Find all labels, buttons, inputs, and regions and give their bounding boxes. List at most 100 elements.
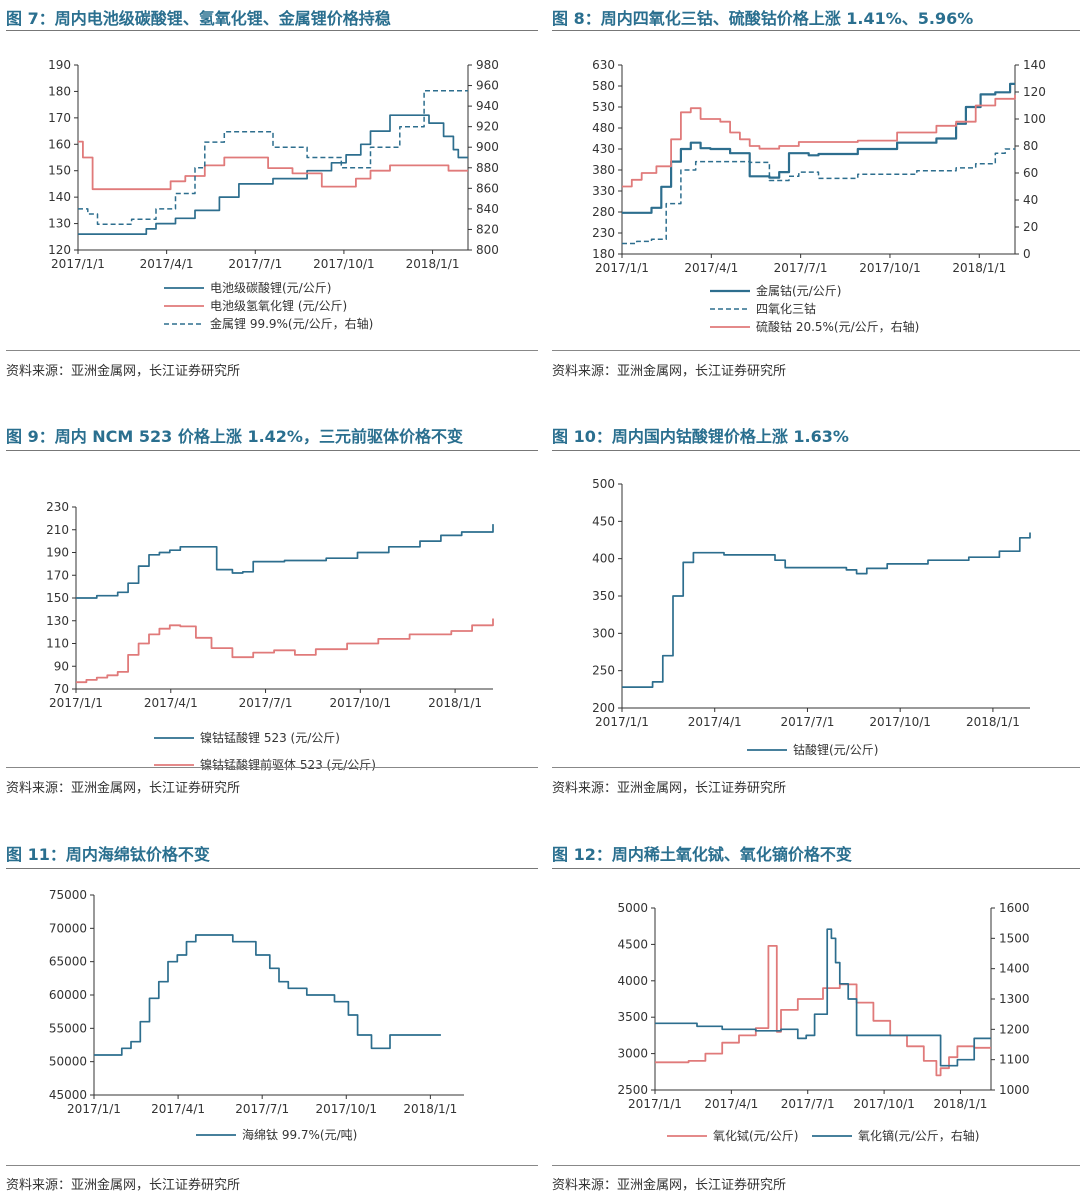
y-tick-label: 55000 [49,1021,87,1035]
x-tick-label: 2018/1/1 [428,696,482,710]
figure-11-panel: 图 11：周内海绵钛价格不变 75000 70000 65000 60000 55000… [6,838,538,1199]
legend-label: 氧化镝(元/公斤，右轴) [858,1128,979,1143]
y2-tick-label: 1400 [999,962,1030,976]
y-tick-label: 400 [592,552,615,566]
series-line-2 [655,928,991,1067]
y2-tick-label: 960 [476,79,499,93]
y-tick-label: 150 [48,164,71,178]
y-tick-label: 2500 [617,1083,648,1097]
y-tick-label: 480 [592,121,615,135]
y-tick-label: 140 [48,190,71,204]
x-tick-label: 2017/4/1 [140,257,194,271]
y2-tick-label: 940 [476,99,499,113]
figure-11-title: 图 11：周内海绵钛价格不变 [6,845,210,864]
figure-10-bottom-rule [552,767,1080,768]
y2-tick-label: 920 [476,120,499,134]
figure-12-bottom-rule [552,1165,1080,1166]
series-line-1 [94,934,441,1056]
y-tick-label: 4500 [617,937,648,951]
y-tick-label: 190 [48,58,71,72]
y-tick-label: 75000 [49,888,87,902]
figure-7-title: 图 7：周内电池级碳酸锂、氢氧化锂、金属锂价格持稳 [6,9,391,28]
y-tick-label: 190 [46,546,69,560]
y2-tick-label: 140 [1023,58,1046,72]
legend-label: 海绵钛 99.7%(元/吨) [242,1127,357,1142]
series-line-2 [78,140,468,191]
series-line-2 [622,148,1015,245]
series-line-1 [78,114,468,235]
x-tick-label: 2017/10/1 [313,257,375,271]
y-tick-label: 130 [46,614,69,628]
legend-label: 金属锂 99.9%(元/公斤，右轴) [210,316,373,331]
x-tick-label: 2018/1/1 [406,257,460,271]
figure-9-bottom-rule [6,767,538,768]
y-tick-label: 170 [46,568,69,582]
y-tick-label: 160 [48,137,71,151]
y-tick-label: 330 [592,184,615,198]
y-tick-label: 180 [48,84,71,98]
y-tick-label: 530 [592,100,615,114]
y-tick-label: 210 [46,523,69,537]
y2-tick-label: 1600 [999,901,1030,915]
y2-tick-label: 1100 [999,1053,1030,1067]
figure-8-source: 资料来源：亚洲金属网，长江证券研究所 [552,364,787,379]
x-tick-label: 2017/7/1 [781,715,835,729]
figure-9-title: 图 9：周内 NCM 523 价格上涨 1.42%，三元前驱体价格不变 [6,427,463,446]
y2-tick-label: 60 [1023,166,1038,180]
y-tick-label: 90 [54,659,69,673]
figure-8-chart: 630 580 530 480 430 380 330 280 230 180 140 120 100 8… [592,58,1046,334]
series-line-1 [76,524,494,599]
figure-12-panel: 图 12：周内稀土氧化铽、氧化镝价格不变 5000 4500 4000 3500 300… [552,838,1080,1199]
y2-tick-label: 820 [476,222,499,236]
y-tick-label: 300 [592,626,615,640]
x-tick-label: 2018/1/1 [966,715,1020,729]
figure-7-source: 资料来源：亚洲金属网，长江证券研究所 [6,364,241,379]
figure-8-top-rule [552,30,1080,31]
figure-7-panel: 图 7：周内电池级碳酸锂、氢氧化锂、金属锂价格持稳 190 180 170 160 15… [6,0,538,380]
x-tick-label: 2017/1/1 [595,261,649,275]
y-tick-label: 580 [592,79,615,93]
figure-9-top-rule [6,450,538,451]
y2-tick-label: 1300 [999,992,1030,1006]
x-tick-label: 2017/10/1 [330,696,392,710]
y-tick-label: 60000 [49,988,87,1002]
y-tick-label: 280 [592,205,615,219]
y-tick-label: 200 [592,701,615,715]
series-line-2 [76,618,494,684]
x-tick-label: 2017/4/1 [704,1097,758,1111]
y-tick-label: 50000 [49,1055,87,1069]
y2-tick-label: 980 [476,58,499,72]
figure-12-title: 图 12：周内稀土氧化铽、氧化镝价格不变 [552,845,852,864]
legend-label: 电池级碳酸锂(元/公斤) [210,280,331,295]
legend-label: 电池级氢氧化锂 (元/公斤) [210,298,347,313]
y2-tick-label: 800 [476,243,499,257]
x-tick-label: 2017/1/1 [67,1102,121,1116]
x-tick-label: 2017/10/1 [316,1102,378,1116]
y-tick-label: 65000 [49,955,87,969]
figure-12-source: 资料来源：亚洲金属网，长江证券研究所 [552,1178,787,1193]
y-tick-label: 4000 [617,974,648,988]
figure-8-bottom-rule [552,350,1080,351]
x-tick-label: 2017/4/1 [688,715,742,729]
y-tick-label: 180 [592,247,615,261]
figure-10-panel: 图 10：周内国内钴酸锂价格上涨 1.63% 500 450 400 350 300 25… [552,420,1080,800]
y2-tick-label: 120 [1023,85,1046,99]
x-tick-label: 2017/4/1 [151,1102,205,1116]
series-line-1 [655,945,991,1077]
y-tick-label: 170 [48,111,71,125]
y-tick-label: 3500 [617,1010,648,1024]
figure-8-title: 图 8：周内四氧化三钴、硫酸钴价格上涨 1.41%、5.96% [552,9,974,28]
x-tick-label: 2017/10/1 [853,1097,915,1111]
figure-9-panel: 图 9：周内 NCM 523 价格上涨 1.42%，三元前驱体价格不变 230 2… [6,420,538,800]
y-tick-label: 380 [592,163,615,177]
y2-tick-label: 1500 [999,931,1030,945]
x-tick-label: 2017/4/1 [684,261,738,275]
y-tick-label: 230 [46,500,69,514]
y-tick-label: 130 [48,217,71,231]
x-tick-label: 2017/1/1 [49,696,103,710]
series-line-3 [622,94,1016,188]
legend-label: 氧化铽(元/公斤) [713,1128,798,1143]
figure-8-panel: 图 8：周内四氧化三钴、硫酸钴价格上涨 1.41%、5.96% 630 580 53… [552,0,1080,380]
